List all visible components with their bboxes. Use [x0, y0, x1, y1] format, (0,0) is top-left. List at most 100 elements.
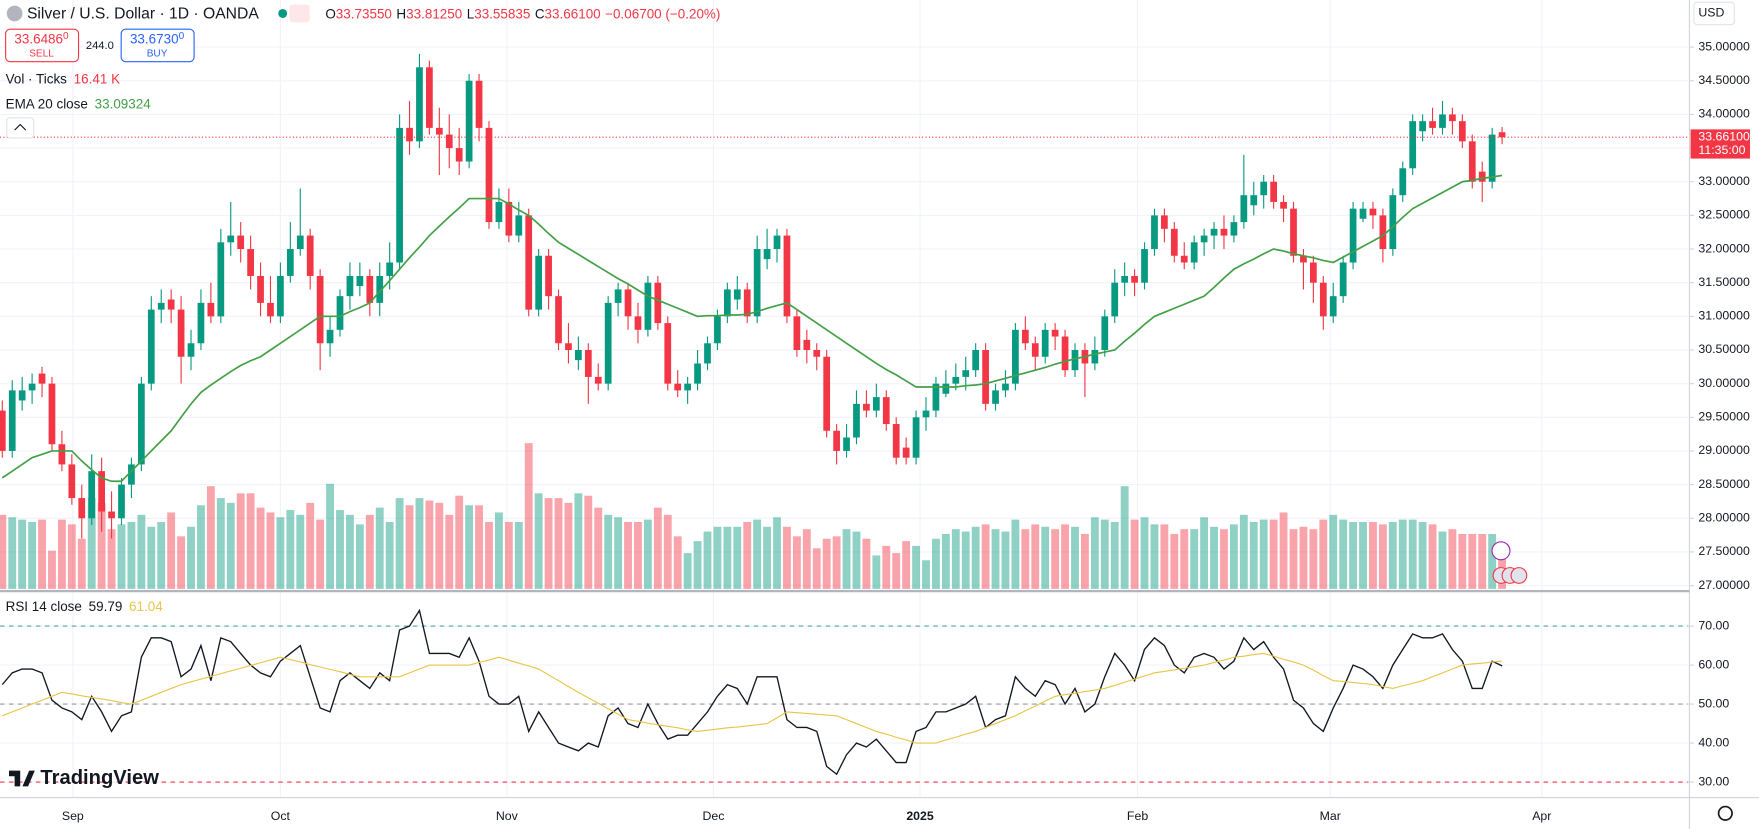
- volume-bar: [832, 536, 841, 589]
- candle-body: [98, 471, 105, 512]
- candle-body: [1170, 228, 1178, 256]
- volume-bar: [1319, 519, 1328, 589]
- volume-bar: [87, 498, 96, 589]
- buy-box[interactable]: [120, 28, 195, 63]
- rsi-value: 59.79: [89, 598, 123, 613]
- volume-bar: [614, 517, 623, 589]
- volume-bar: [226, 502, 235, 589]
- volume-bar: [1200, 517, 1209, 589]
- volume-bar: [604, 514, 613, 589]
- candle-body: [982, 349, 989, 404]
- volume-bar: [594, 507, 603, 589]
- candle-body: [1260, 181, 1268, 196]
- candle-body: [793, 316, 801, 350]
- volume-bar: [296, 514, 305, 589]
- y-tick-label: 32.00000: [1698, 241, 1750, 255]
- volume-bar: [703, 531, 712, 589]
- rsi-line: [1, 608, 1503, 776]
- candle-body: [147, 309, 155, 384]
- volume-bar: [683, 553, 692, 589]
- volume-bar: [842, 529, 851, 589]
- currency-button[interactable]: [1693, 1, 1735, 26]
- volume-bar: [1180, 529, 1189, 589]
- candle-body: [624, 289, 632, 317]
- candle-body: [733, 289, 741, 300]
- volume-bar: [1110, 521, 1119, 589]
- volume-bar: [316, 519, 325, 589]
- candle-body: [277, 275, 284, 317]
- volume-bar: [48, 550, 56, 589]
- volume-bar: [465, 505, 474, 589]
- volume-bar: [1349, 521, 1358, 589]
- candle-body: [654, 282, 662, 324]
- settings-button[interactable]: [1717, 805, 1733, 821]
- volume-bar: [1160, 524, 1169, 589]
- candle-body: [1409, 121, 1417, 169]
- candle-body: [1300, 255, 1307, 263]
- quote-key: C: [535, 6, 545, 21]
- volume-bar: [127, 521, 136, 589]
- x-tick-label: Sep: [62, 809, 84, 823]
- candle-body: [1329, 296, 1337, 317]
- sell-button[interactable]: 33.64860 SELL: [5, 28, 80, 63]
- volume-bar: [1011, 519, 1020, 589]
- buy-price: 33.67300: [130, 31, 185, 46]
- volume-bar: [534, 493, 543, 589]
- volume-bar: [1408, 519, 1417, 589]
- candle-body: [694, 363, 701, 384]
- economic-events[interactable]: [1510, 567, 1528, 584]
- candle-body: [465, 80, 473, 162]
- candle-body: [326, 329, 334, 344]
- candle-body: [38, 373, 46, 384]
- candle-body: [296, 235, 304, 250]
- candle-body: [1161, 215, 1168, 229]
- volume-bar: [653, 507, 662, 589]
- volume-bar: [1130, 519, 1139, 589]
- quote-key: H: [396, 6, 406, 21]
- volume-bar: [1210, 526, 1218, 589]
- symbol-icon[interactable]: [6, 5, 23, 22]
- volume-bar: [634, 521, 642, 589]
- candle-body: [1101, 316, 1109, 350]
- sell-box[interactable]: [5, 28, 80, 63]
- candle-body: [1319, 282, 1327, 317]
- symbol-title: Silver / U.S. Dollar · 1D · OANDA: [27, 6, 259, 23]
- ema-value: 33.09324: [95, 96, 152, 111]
- volume-bar: [67, 524, 76, 589]
- candle-body: [197, 302, 205, 344]
- rsi-line: [2, 652, 1503, 744]
- volume-bar: [1239, 514, 1248, 589]
- candle-body: [604, 302, 612, 384]
- volume-bar: [1388, 521, 1397, 589]
- candle-body: [1419, 121, 1426, 132]
- volume-bar: [97, 502, 106, 589]
- volume-bar: [951, 529, 960, 589]
- candle-body: [1270, 181, 1278, 202]
- candle-body: [545, 255, 552, 297]
- buy-button[interactable]: 33.67300 BUY: [120, 28, 195, 63]
- volume-bar: [862, 538, 871, 589]
- volume-bar: [365, 514, 374, 589]
- rsi-tick-label: 30.00: [1698, 774, 1729, 788]
- volume-bar: [395, 498, 404, 589]
- volume-bar: [28, 521, 37, 589]
- volume-bar: [475, 505, 483, 589]
- volume-bar: [157, 521, 166, 589]
- countdown: 11:35:00: [1698, 143, 1745, 157]
- volume-bar: [852, 531, 861, 589]
- volume-bar: [1309, 529, 1318, 589]
- quote-change: −0.06700 (−0.20%): [605, 6, 720, 21]
- volume-bar: [624, 521, 632, 589]
- volume-bar: [1339, 519, 1348, 589]
- quote-value: 33.55835: [474, 6, 530, 21]
- event-icon[interactable]: [1491, 541, 1511, 561]
- volume-bar: [743, 521, 752, 589]
- collapse-legend[interactable]: [6, 117, 35, 139]
- volume-bar: [1448, 529, 1457, 589]
- volume-bar: [38, 519, 46, 589]
- volume-bar: [961, 531, 970, 589]
- sell-price: 33.64860: [14, 31, 69, 46]
- candle-body: [306, 235, 314, 276]
